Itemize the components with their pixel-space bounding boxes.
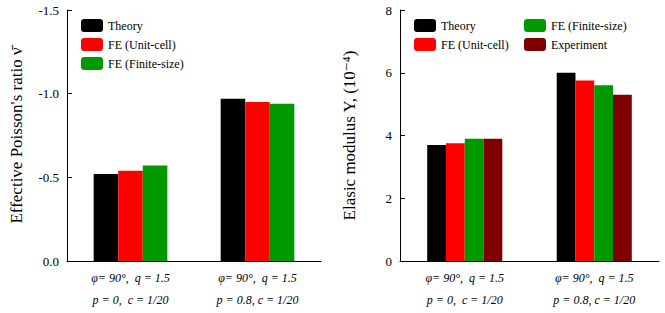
svg-text:p = 0.8, c = 1/20: p = 0.8, c = 1/20 <box>216 293 299 307</box>
svg-text:φ= 90°, q = 1.5: φ= 90°, q = 1.5 <box>218 271 297 285</box>
svg-text:FE (Finite-size): FE (Finite-size) <box>108 57 184 71</box>
svg-text:Theory: Theory <box>108 19 143 33</box>
svg-text:-1.0: -1.0 <box>38 86 59 101</box>
svg-text:FE (Finite-size): FE (Finite-size) <box>551 19 627 33</box>
svg-text:p = 0, c = 1/20: p = 0, c = 1/20 <box>426 293 503 307</box>
svg-text:Theory: Theory <box>441 19 476 33</box>
svg-text:-1.5: -1.5 <box>38 3 59 18</box>
svg-text:FE (Unit-cell): FE (Unit-cell) <box>441 38 509 52</box>
svg-text:0.0: 0.0 <box>43 254 59 269</box>
svg-text:φ= 90°, q = 1.5: φ= 90°, q = 1.5 <box>555 271 634 285</box>
svg-text:6: 6 <box>386 65 393 80</box>
svg-text:Elasic modulus Y, (10⁻⁴): Elasic modulus Y, (10⁻⁴) <box>340 51 359 221</box>
svg-text:Experiment: Experiment <box>551 38 608 52</box>
svg-text:-0.5: -0.5 <box>38 170 59 185</box>
svg-text:p = 0.8, c = 1/20: p = 0.8, c = 1/20 <box>552 293 635 307</box>
svg-text:8: 8 <box>386 3 393 18</box>
svg-text:0: 0 <box>386 254 393 269</box>
svg-text:2: 2 <box>386 191 393 206</box>
svg-text:φ= 90°, q = 1.5: φ= 90°, q = 1.5 <box>91 271 170 285</box>
svg-text:φ= 90°, q = 1.5: φ= 90°, q = 1.5 <box>425 271 504 285</box>
svg-text:4: 4 <box>386 128 393 143</box>
svg-text:p = 0, c = 1/20: p = 0, c = 1/20 <box>92 293 169 307</box>
svg-text:FE (Unit-cell): FE (Unit-cell) <box>108 38 176 52</box>
svg-text:Effective Poisson's ratio ν̄: Effective Poisson's ratio ν̄ <box>7 44 26 223</box>
